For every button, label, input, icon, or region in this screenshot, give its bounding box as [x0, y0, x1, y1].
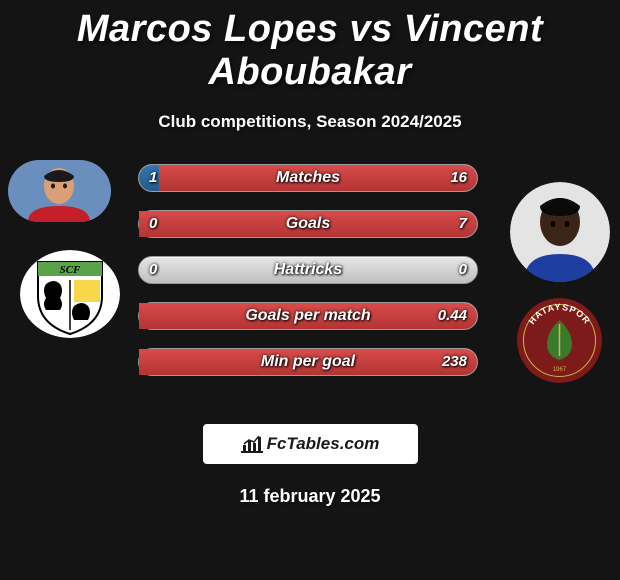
date-label: 11 february 2025 [0, 486, 620, 507]
stat-label: Goals [139, 211, 477, 237]
stat-label: Hattricks [139, 257, 477, 283]
brand-badge[interactable]: FcTables.com [203, 424, 418, 464]
player1-avatar [8, 160, 111, 222]
stat-value-right: 7 [459, 211, 467, 237]
stat-label: Min per goal [139, 349, 477, 375]
brand-text: FcTables.com [267, 434, 380, 454]
stat-label: Goals per match [139, 303, 477, 329]
stat-row: 0Goals7 [138, 210, 478, 238]
page-title: Marcos Lopes vs Vincent Aboubakar [0, 0, 620, 94]
comparison-panel: SCF HATAYSPOR 1967 1Matches160Goals70Hat… [0, 160, 620, 410]
player2-avatar [510, 182, 610, 282]
stat-row: Min per goal238 [138, 348, 478, 376]
stat-value-right: 16 [450, 165, 467, 191]
stat-value-right: 238 [442, 349, 467, 375]
stats-bars: 1Matches160Goals70Hattricks0Goals per ma… [138, 164, 478, 394]
player2-club-badge: HATAYSPOR 1967 [517, 298, 602, 383]
stat-row: 0Hattricks0 [138, 256, 478, 284]
stat-row: 1Matches16 [138, 164, 478, 192]
subtitle: Club competitions, Season 2024/2025 [0, 112, 620, 132]
svg-text:1967: 1967 [553, 367, 567, 373]
stat-value-right: 0 [459, 257, 467, 283]
stat-row: Goals per match0.44 [138, 302, 478, 330]
stat-label: Matches [139, 165, 477, 191]
player1-club-badge: SCF [20, 250, 120, 338]
chart-icon [241, 435, 263, 453]
svg-text:SCF: SCF [60, 264, 81, 276]
stat-value-right: 0.44 [438, 303, 467, 329]
